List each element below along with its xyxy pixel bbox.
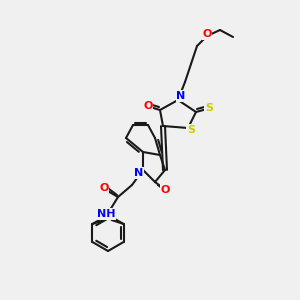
Text: N: N xyxy=(134,168,144,178)
Text: O: O xyxy=(160,185,170,195)
Text: S: S xyxy=(187,125,195,135)
Text: O: O xyxy=(202,29,212,39)
Text: N: N xyxy=(176,91,186,101)
Text: S: S xyxy=(205,103,213,113)
Text: O: O xyxy=(143,101,153,111)
Text: NH: NH xyxy=(97,209,115,219)
Text: O: O xyxy=(99,183,109,193)
